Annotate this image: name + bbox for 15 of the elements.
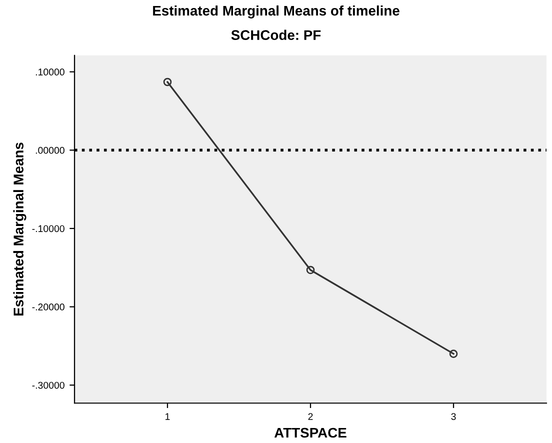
y-tick-label: -.20000 bbox=[32, 304, 64, 310]
y-axis-title: Estimated Marginal Means bbox=[13, 142, 26, 316]
y-tick-label: -.30000 bbox=[32, 382, 64, 389]
y-tick-label: .00000 bbox=[36, 146, 64, 154]
y-tick-label: .10000 bbox=[36, 68, 64, 76]
x-tick-label: 2 bbox=[308, 413, 313, 420]
x-axis-title: ATTSPACE bbox=[274, 428, 346, 438]
chart-title: Estimated Marginal Means of timeline bbox=[153, 5, 400, 18]
chart-subtitle: SCHCode: PF bbox=[231, 30, 321, 40]
point bbox=[449, 350, 458, 358]
point bbox=[163, 78, 172, 86]
x-tick-label: 3 bbox=[451, 413, 456, 420]
y-tick-label: -.10000 bbox=[32, 225, 64, 232]
point bbox=[306, 266, 315, 274]
x-tick-label: 1 bbox=[166, 413, 170, 420]
